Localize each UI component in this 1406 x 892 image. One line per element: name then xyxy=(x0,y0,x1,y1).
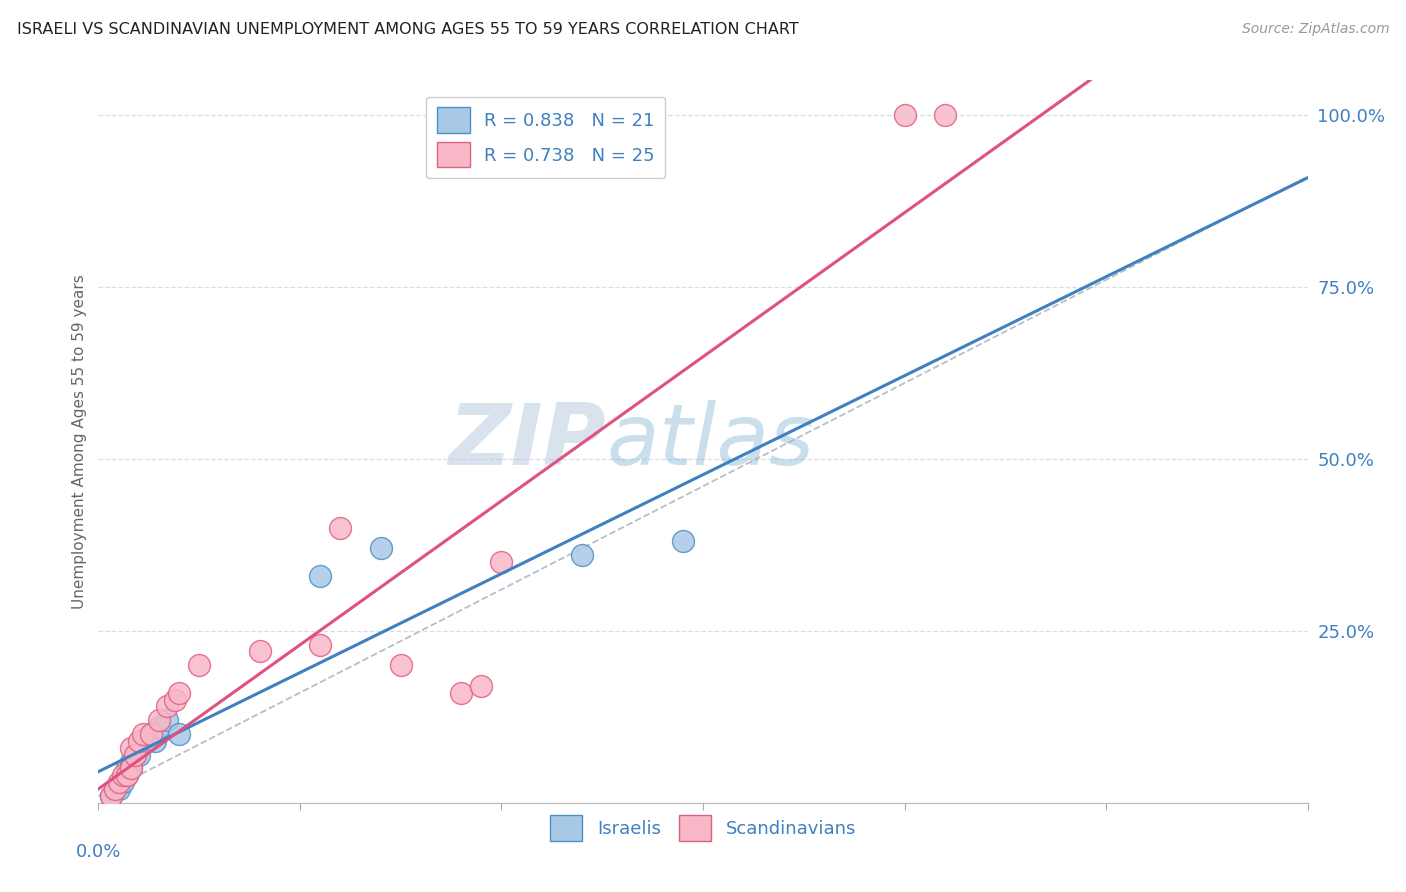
Point xyxy=(156,713,179,727)
Point xyxy=(249,644,271,658)
Point xyxy=(107,782,129,797)
Point xyxy=(491,555,513,569)
Point xyxy=(143,734,166,748)
Point xyxy=(115,761,138,775)
Text: ZIP: ZIP xyxy=(449,400,606,483)
Point xyxy=(163,692,186,706)
Point xyxy=(132,734,155,748)
Point xyxy=(111,768,134,782)
Point xyxy=(188,658,211,673)
Point xyxy=(120,761,142,775)
Point xyxy=(934,108,956,122)
Point xyxy=(139,727,162,741)
Point xyxy=(100,789,122,803)
Point xyxy=(120,755,142,769)
Point xyxy=(148,713,170,727)
Point xyxy=(124,747,146,762)
Point xyxy=(107,775,129,789)
Point xyxy=(309,638,332,652)
Point xyxy=(329,520,352,534)
Point xyxy=(139,727,162,741)
Point xyxy=(167,686,190,700)
Point xyxy=(672,534,695,549)
Point xyxy=(128,747,150,762)
Point xyxy=(115,768,138,782)
Point xyxy=(370,541,392,556)
Text: Source: ZipAtlas.com: Source: ZipAtlas.com xyxy=(1241,22,1389,37)
Point xyxy=(450,686,472,700)
Point xyxy=(132,727,155,741)
Point xyxy=(309,568,332,582)
Legend: Israelis, Scandinavians: Israelis, Scandinavians xyxy=(543,808,863,848)
Point xyxy=(103,782,125,797)
Point xyxy=(128,734,150,748)
Point xyxy=(100,789,122,803)
Point xyxy=(124,747,146,762)
Point xyxy=(148,720,170,734)
Y-axis label: Unemployment Among Ages 55 to 59 years: Unemployment Among Ages 55 to 59 years xyxy=(72,274,87,609)
Point xyxy=(156,699,179,714)
Point xyxy=(135,734,157,748)
Point xyxy=(389,658,412,673)
Text: ISRAELI VS SCANDINAVIAN UNEMPLOYMENT AMONG AGES 55 TO 59 YEARS CORRELATION CHART: ISRAELI VS SCANDINAVIAN UNEMPLOYMENT AMO… xyxy=(17,22,799,37)
Point xyxy=(470,679,492,693)
Point xyxy=(167,727,190,741)
Text: atlas: atlas xyxy=(606,400,814,483)
Point xyxy=(111,775,134,789)
Point xyxy=(893,108,915,122)
Point xyxy=(571,548,593,562)
Point xyxy=(103,782,125,797)
Text: 0.0%: 0.0% xyxy=(76,843,121,861)
Point xyxy=(115,768,138,782)
Point xyxy=(120,761,142,775)
Point xyxy=(120,740,142,755)
